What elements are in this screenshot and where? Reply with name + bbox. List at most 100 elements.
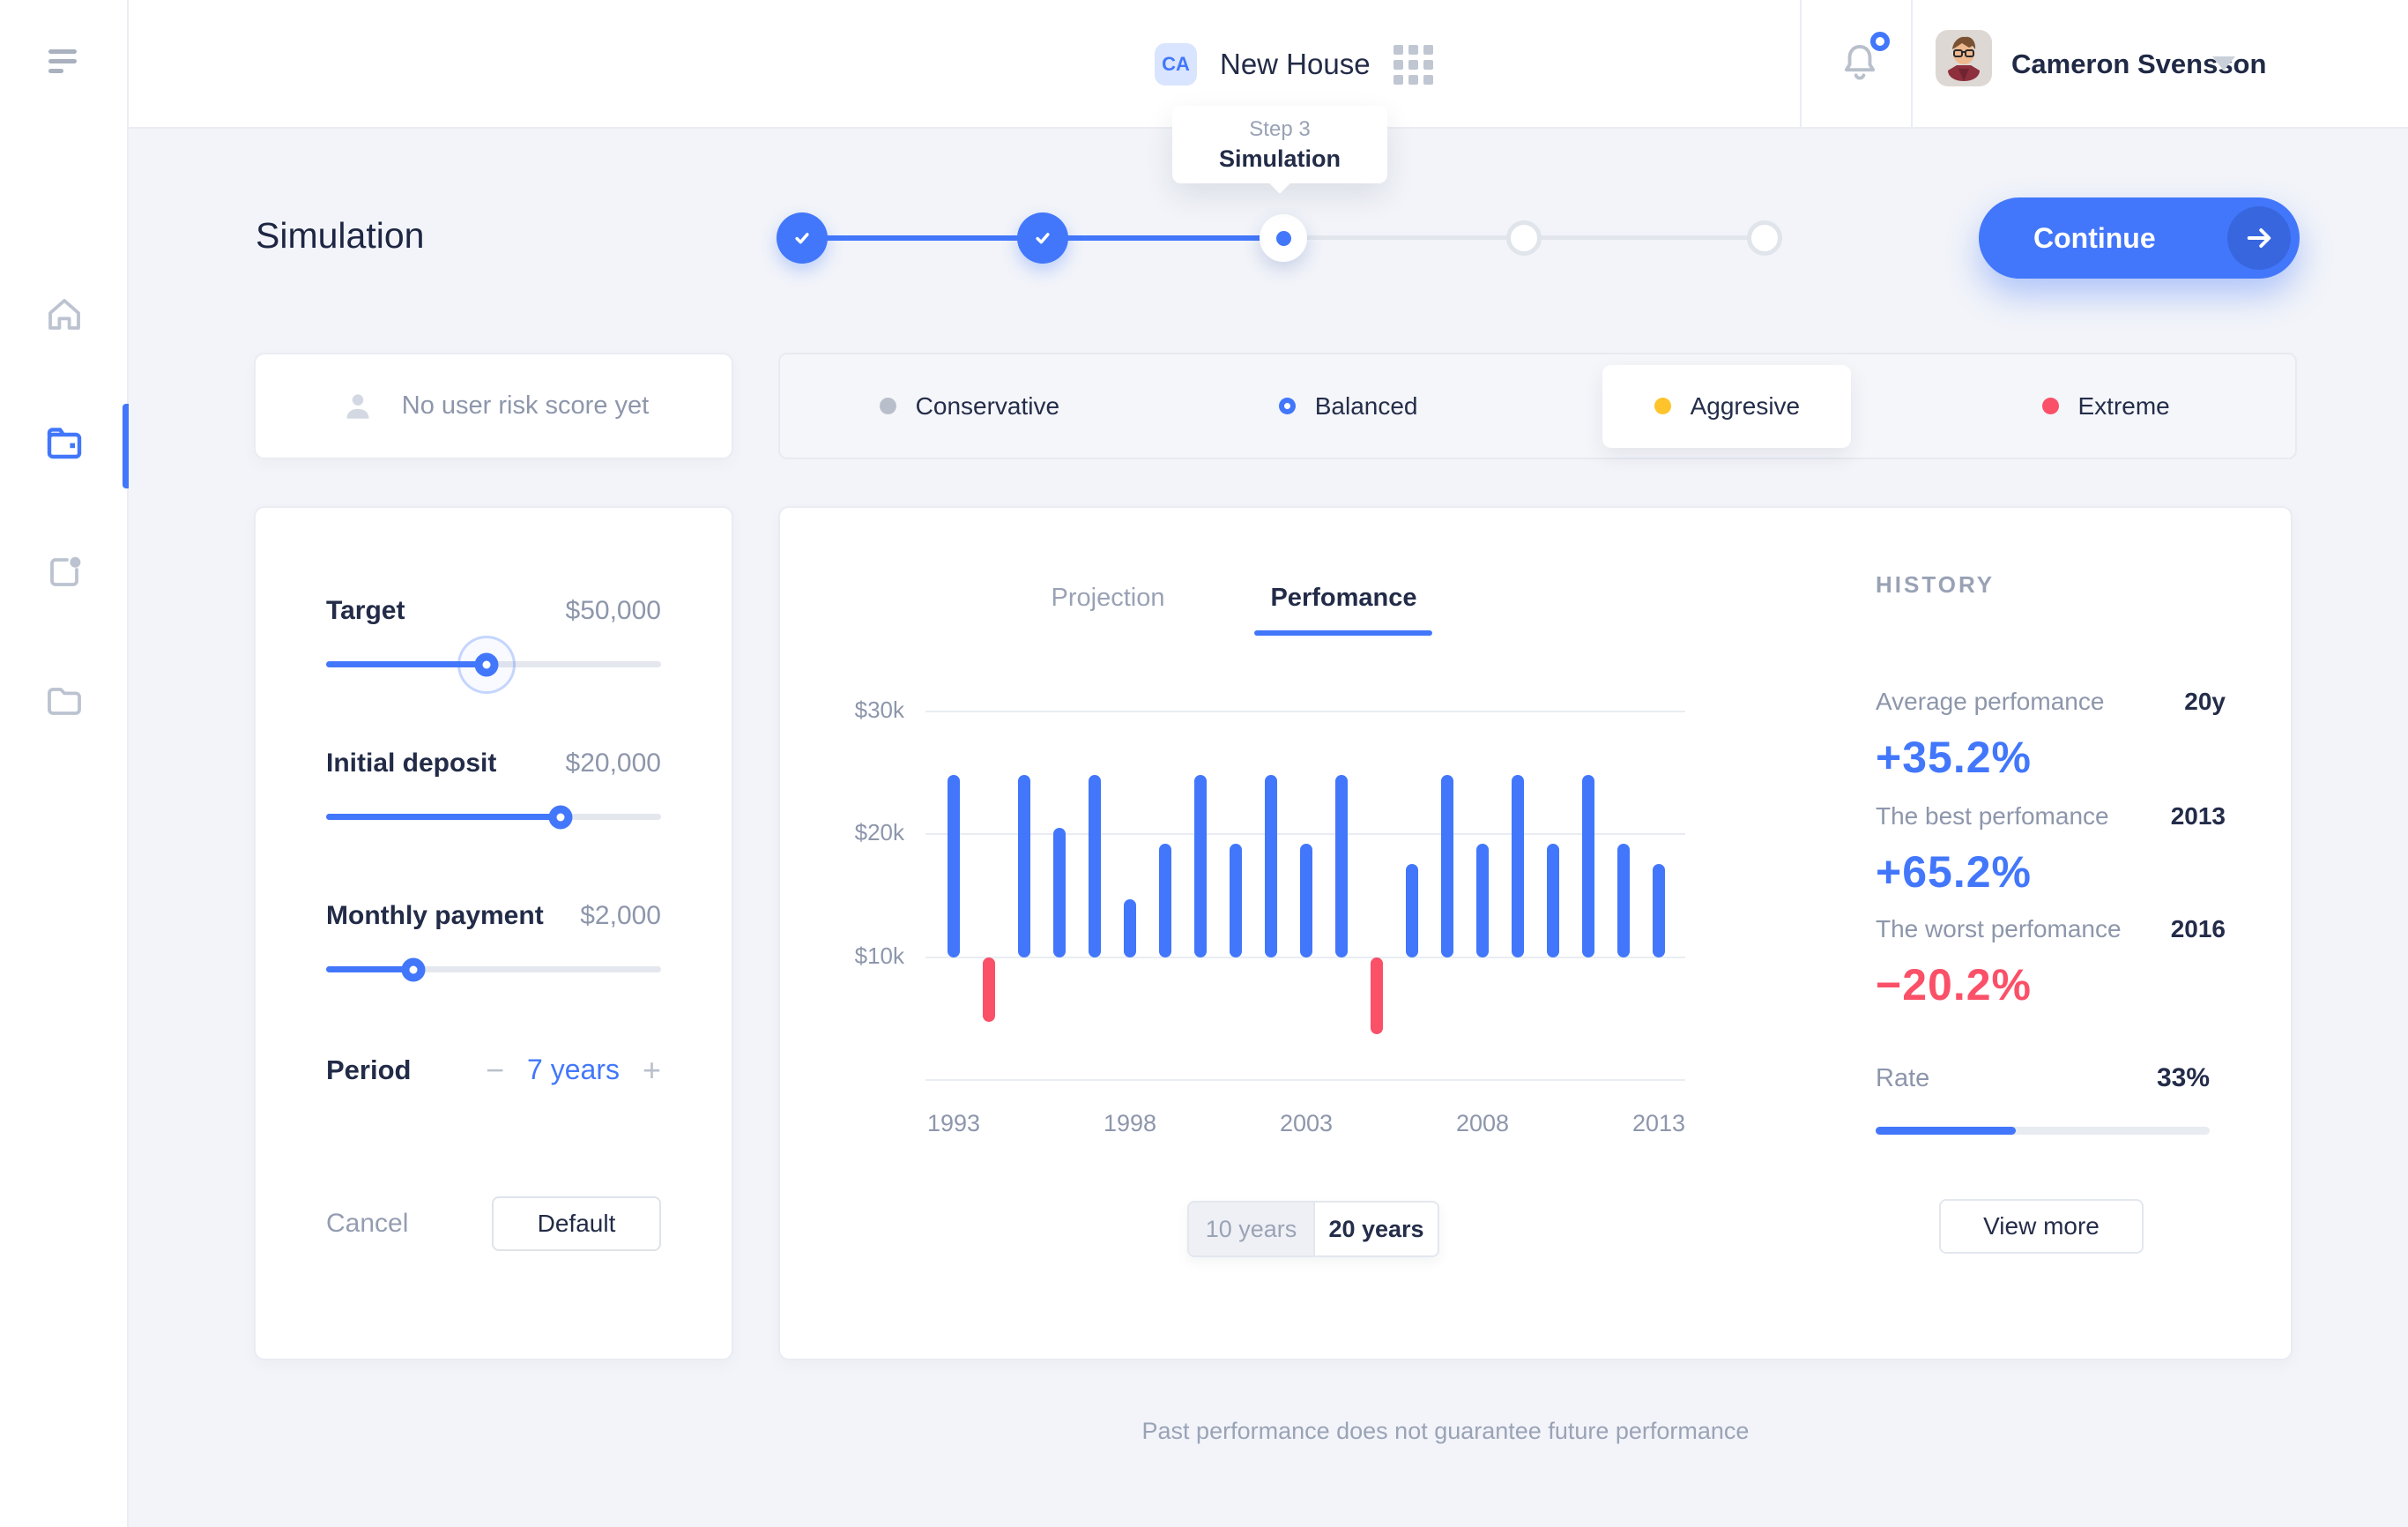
sidebar-item-portfolio[interactable] xyxy=(0,379,129,508)
risk-profile-selector: Conservative Balanced Aggresive Extreme xyxy=(778,353,2297,459)
chart-bar-2013 xyxy=(1653,863,1665,957)
conservative-dot-icon xyxy=(879,398,896,414)
chart-bar-2008 xyxy=(1476,844,1489,957)
history-stat-meta: 20y xyxy=(2184,688,2226,715)
check-icon xyxy=(1036,233,1050,244)
avatar[interactable] xyxy=(1936,30,1992,86)
tab-projection[interactable]: Projection xyxy=(1051,584,1165,612)
slider-value: $20,000 xyxy=(565,749,661,778)
chart-gridline xyxy=(925,833,1685,835)
apps-grid-icon[interactable] xyxy=(1393,44,1433,85)
sliders-group: Target $50,000 Initial deposit $20,000 Month… xyxy=(326,596,661,981)
home-icon xyxy=(48,299,80,330)
stepper-step-5-upcoming[interactable] xyxy=(1747,220,1782,256)
sidebar-item-files[interactable] xyxy=(0,637,129,765)
chart-bar-2012 xyxy=(1617,844,1630,957)
cancel-button[interactable]: Cancel xyxy=(326,1209,409,1238)
history-stat-3: The worst perfomance 2016 −20.2% xyxy=(1876,915,2226,1010)
slider-header-row: Monthly payment $2,000 xyxy=(326,901,661,931)
stepper-step-4-upcoming[interactable] xyxy=(1506,220,1542,256)
risk-option-extreme[interactable]: Extreme xyxy=(2041,392,2170,421)
default-button[interactable]: Default xyxy=(492,1196,661,1251)
period-increase-button[interactable]: + xyxy=(642,1051,661,1088)
chart-bar-2007 xyxy=(1441,774,1453,957)
history-stat-value: +65.2% xyxy=(1876,847,2032,897)
stepper-segment xyxy=(1524,235,1765,240)
period-decrease-button[interactable]: − xyxy=(486,1051,505,1088)
chart-gridline xyxy=(925,957,1685,958)
x-axis-label: 1993 xyxy=(926,1110,981,1136)
history-panel: HISTORY Average perfomance 20y +35.2% The b… xyxy=(1876,571,2226,1254)
project-badge: CA xyxy=(1155,43,1197,86)
view-more-button[interactable]: View more xyxy=(1939,1199,2144,1254)
slider-thumb[interactable] xyxy=(401,957,426,981)
slider-value: $2,000 xyxy=(580,901,661,930)
slider-thumb[interactable] xyxy=(474,652,499,676)
bell-icon xyxy=(1844,44,1876,80)
risk-score-card: No user risk score yet xyxy=(254,353,733,459)
footer-disclaimer: Past performance does not guarantee futu… xyxy=(1141,1418,1750,1444)
project-switcher[interactable]: CA New House xyxy=(1155,0,1433,129)
chart-bar-1997 xyxy=(1089,774,1101,957)
stepper-segment xyxy=(1043,235,1283,241)
menu-icon[interactable] xyxy=(48,49,78,74)
chart-bar-2009 xyxy=(1512,774,1524,957)
tab-performance[interactable]: Perfomance xyxy=(1254,584,1433,636)
rate-progress-track xyxy=(1876,1127,2210,1135)
risk-option-cell: Aggresive xyxy=(1538,354,1917,458)
continue-button[interactable]: Continue xyxy=(1979,197,2300,279)
history-stat-label: The worst perfomance xyxy=(1876,915,2122,942)
slider-fill xyxy=(326,966,413,972)
risk-option-balanced[interactable]: Balanced xyxy=(1278,392,1418,421)
sidebar-item-devices[interactable] xyxy=(0,508,129,637)
sidebar-item-home[interactable] xyxy=(0,250,129,379)
chart-tabs: Projection Perfomance xyxy=(780,584,1688,636)
chart-bar-1996 xyxy=(1053,828,1066,957)
x-axis-label: 2003 xyxy=(1279,1110,1334,1136)
folder-icon xyxy=(48,688,81,715)
slider-track[interactable] xyxy=(326,957,661,981)
risk-option-label: Aggresive xyxy=(1690,391,1801,420)
tab-active-underline xyxy=(1254,630,1433,636)
history-stat-header: Average perfomance 20y xyxy=(1876,688,2226,716)
device-icon xyxy=(50,556,81,586)
chevron-down-icon[interactable] xyxy=(2212,56,2235,71)
stepper-step-1-done[interactable] xyxy=(777,212,828,264)
history-stat-label: The best perfomance xyxy=(1876,802,2109,830)
risk-option-aggresive[interactable]: Aggresive xyxy=(1602,364,1852,448)
stepper-step-3-current[interactable] xyxy=(1260,214,1307,262)
notification-badge xyxy=(1870,32,1890,51)
stepper-segment xyxy=(802,235,1043,241)
range-20-years[interactable]: 20 years xyxy=(1313,1203,1438,1255)
rate-value: 33% xyxy=(2156,1063,2210,1092)
risk-score-label: No user risk score yet xyxy=(401,391,650,420)
slider-track[interactable] xyxy=(326,635,661,694)
chart-bar-1993 xyxy=(948,774,960,957)
history-title: HISTORY xyxy=(1876,571,1996,598)
y-axis-label: $20k xyxy=(854,819,904,845)
period-value: 7 years xyxy=(527,1054,620,1085)
sidebar xyxy=(0,0,129,1527)
notifications-button[interactable] xyxy=(1837,32,1890,92)
history-stat-label: Average perfomance xyxy=(1876,688,2105,715)
slider-monthly-payment: Monthly payment $2,000 xyxy=(326,901,661,981)
chart-bar-1998 xyxy=(1124,899,1136,957)
history-stat-1: Average perfomance 20y +35.2% xyxy=(1876,688,2226,783)
risk-option-cell: Balanced xyxy=(1159,354,1538,458)
chart-bar-2006 xyxy=(1406,863,1418,957)
page-title: Simulation xyxy=(256,215,425,256)
range-toggle: 10 years 20 years xyxy=(1187,1201,1439,1257)
continue-label: Continue xyxy=(2033,221,2156,254)
x-axis-label: 2008 xyxy=(1455,1110,1510,1136)
range-10-years[interactable]: 10 years xyxy=(1189,1203,1313,1255)
risk-option-conservative[interactable]: Conservative xyxy=(879,392,1059,421)
chart-bar-2001 xyxy=(1230,844,1242,957)
stepper-step-2-done[interactable] xyxy=(1017,212,1068,264)
slider-track[interactable] xyxy=(326,805,661,829)
slider-label: Monthly payment xyxy=(326,901,544,930)
stepper-segment xyxy=(1283,235,1524,240)
slider-thumb[interactable] xyxy=(548,805,573,829)
y-axis-label: $10k xyxy=(854,942,904,969)
topbar-divider xyxy=(1911,0,1913,129)
x-axis-label: 2013 xyxy=(1631,1110,1686,1136)
